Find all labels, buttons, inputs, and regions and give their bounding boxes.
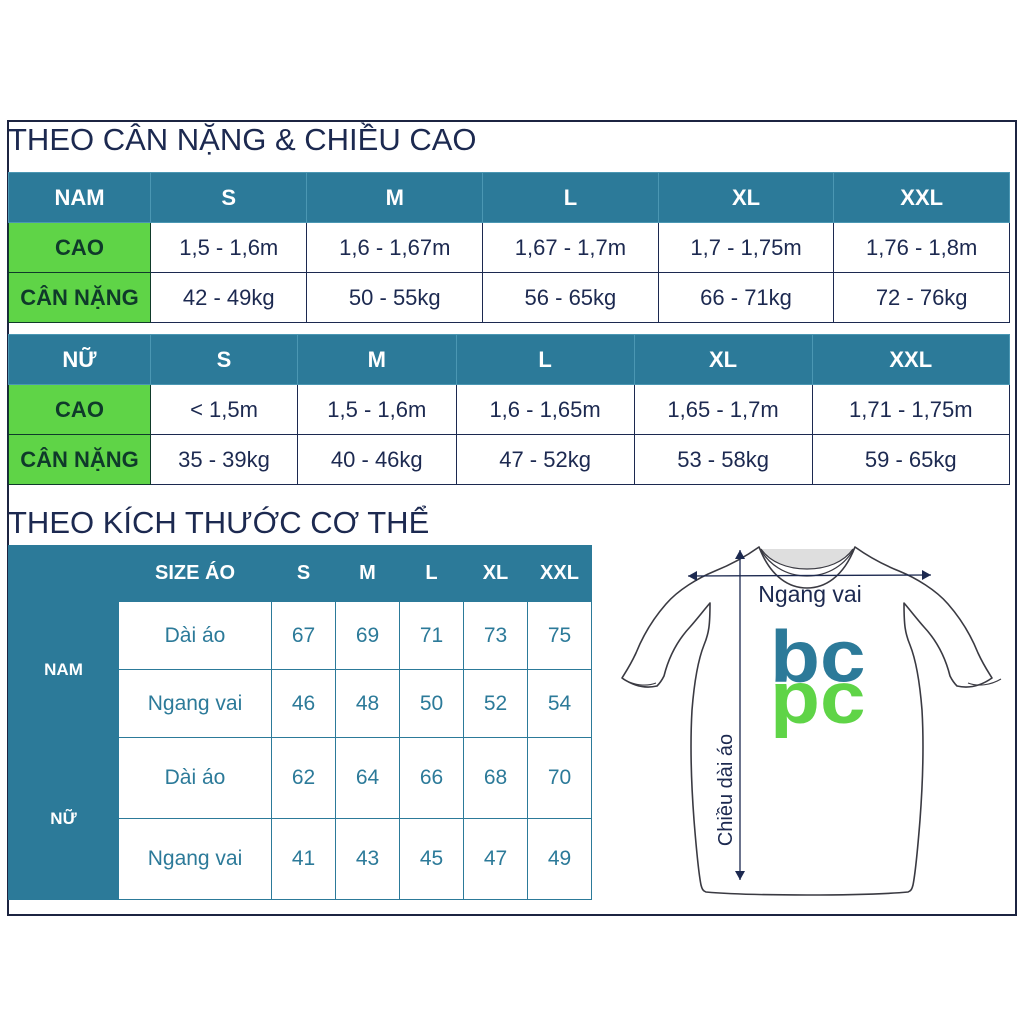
svg-text:Ngang vai: Ngang vai	[758, 581, 862, 607]
svg-text:Chiều dài áo: Chiều dài áo	[715, 734, 737, 846]
svg-text:pc: pc	[770, 658, 866, 739]
